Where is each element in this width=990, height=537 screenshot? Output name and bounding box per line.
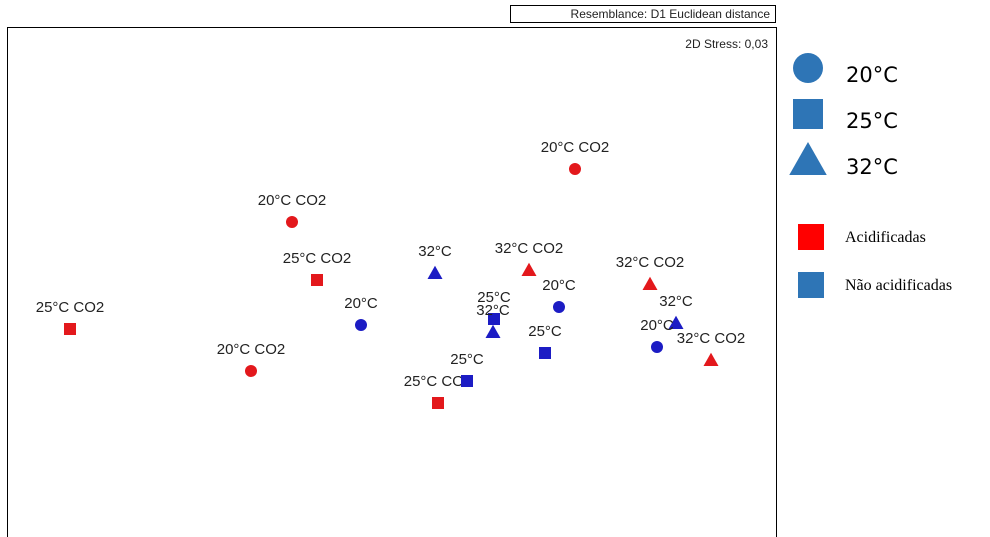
- point: [311, 274, 323, 286]
- point: [651, 341, 663, 353]
- point-label: 25°C: [477, 289, 511, 306]
- legend-label: Acidificadas: [845, 229, 926, 246]
- point: [461, 375, 473, 387]
- point: [286, 216, 298, 228]
- legend-label: 20°C: [846, 63, 898, 87]
- point: [642, 276, 658, 290]
- point-label: 32°C: [659, 293, 693, 310]
- point-label: 20°C: [640, 317, 674, 334]
- point-label: 32°C CO2: [495, 240, 564, 257]
- point-label: 20°C CO2: [258, 192, 327, 209]
- point: [668, 315, 684, 329]
- legend-symbol: [793, 99, 823, 129]
- point: [488, 313, 500, 325]
- point-label: 25°C: [528, 323, 562, 340]
- point: [427, 265, 443, 279]
- point: [64, 323, 76, 335]
- point: [432, 397, 444, 409]
- point-label: 20°C: [542, 277, 576, 294]
- point: [355, 319, 367, 331]
- point: [521, 262, 537, 276]
- stress: 2D Stress: 0,03: [685, 37, 768, 51]
- point-label: 25°C CO2: [283, 250, 352, 267]
- resemblance-box: [510, 5, 776, 23]
- point: [485, 324, 501, 338]
- point: [539, 347, 551, 359]
- point-label: 25°C CO2: [36, 299, 105, 316]
- point: [569, 163, 581, 175]
- legend-label: 25°C: [846, 109, 898, 133]
- resemblance: Resemblance: D1 Euclidean distance: [571, 7, 771, 21]
- legend-symbol: [789, 142, 827, 175]
- point-label: 20°C: [344, 295, 378, 312]
- plot-frame: [7, 27, 777, 537]
- legend-swatch: [798, 272, 824, 298]
- legend-label: 32°C: [846, 155, 898, 179]
- point-label: 25°C: [450, 351, 484, 368]
- point: [245, 365, 257, 377]
- point-label: 25°C CO2: [404, 373, 473, 390]
- point-label: 32°C CO2: [616, 254, 685, 271]
- point: [703, 352, 719, 366]
- legend-label: Não acidificadas: [845, 277, 952, 294]
- legend-symbol: [793, 53, 823, 83]
- point-label: 32°C CO2: [677, 330, 746, 347]
- point-label: 20°C CO2: [217, 341, 286, 358]
- point-label: 20°C CO2: [541, 139, 610, 156]
- point-label: 32°C: [418, 243, 452, 260]
- point-label: 32°C: [476, 302, 510, 319]
- point: [553, 301, 565, 313]
- legend-swatch: [798, 224, 824, 250]
